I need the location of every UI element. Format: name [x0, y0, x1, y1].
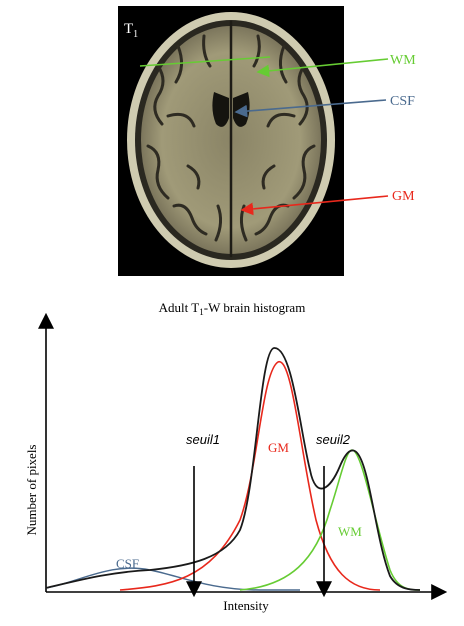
wm-arrow — [139, 56, 271, 67]
histogram-title: Adult T1-W brain histogram — [159, 300, 306, 317]
mri-brain-image: T1 — [118, 6, 344, 276]
y-axis-label: Number of pixels — [24, 445, 39, 536]
sequence-label: T1 — [124, 21, 138, 40]
wm-pointer — [256, 58, 389, 78]
csf-curve-label: CSF — [116, 556, 139, 571]
wm-label: WM — [390, 53, 416, 68]
gm-label: GM — [392, 189, 415, 204]
csf-pointer — [234, 99, 387, 118]
x-axis-label: Intensity — [223, 598, 269, 613]
left-ventricle — [212, 92, 229, 127]
gm-curve-label: GM — [268, 440, 289, 455]
mri-annotations: WM CSF GM — [234, 53, 416, 216]
brain-histogram: Adult T1-W brain histogram Number of pix… — [24, 300, 448, 613]
wm-curve — [239, 449, 421, 591]
seuil1-label: seuil1 — [186, 432, 220, 447]
gm-pointer — [240, 195, 389, 216]
total-curve — [45, 347, 421, 591]
csf-label: CSF — [390, 94, 415, 109]
wm-curve-label: WM — [338, 524, 362, 539]
sulci — [146, 20, 316, 258]
seuil2-label: seuil2 — [316, 432, 351, 447]
